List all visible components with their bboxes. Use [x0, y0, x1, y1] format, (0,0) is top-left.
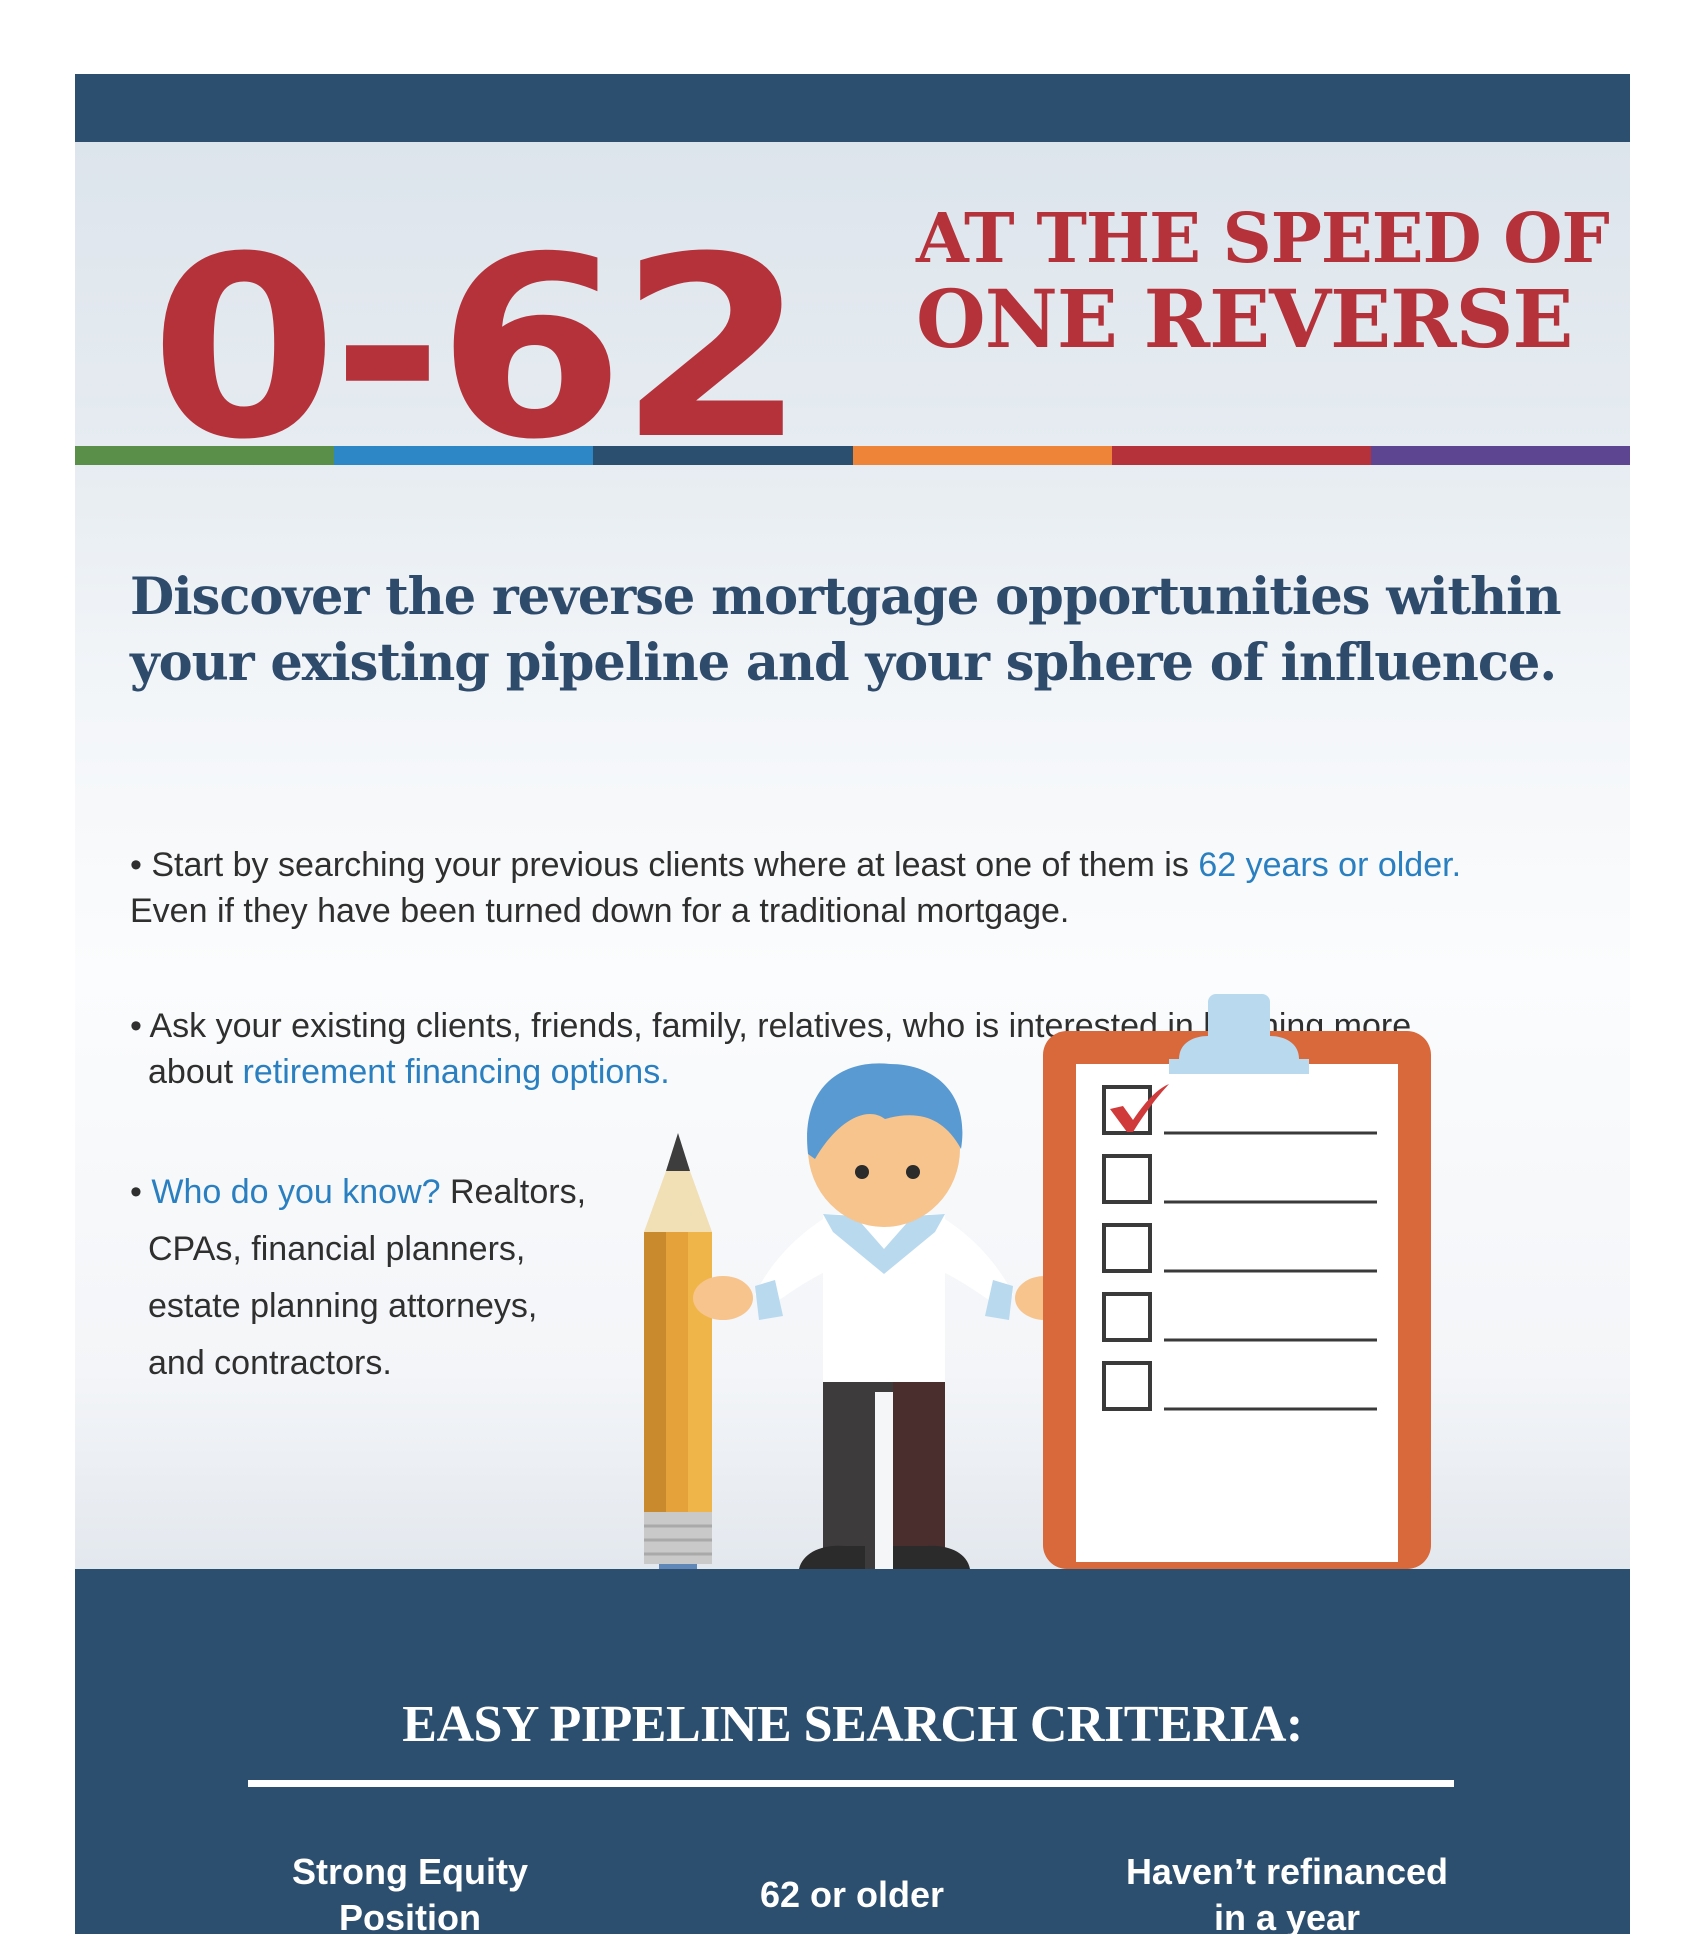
criterion-age: 62 or older: [652, 1872, 1052, 1918]
stripe-red: [1111, 446, 1371, 465]
search-criteria-panel: EASY PIPELINE SEARCH CRITERIA: Strong Eq…: [75, 1569, 1630, 1934]
bullet-highlight: 62 years or older.: [1198, 846, 1462, 884]
criterion-line: Position: [339, 1897, 481, 1934]
stripe-orange: [852, 446, 1112, 465]
criterion-line: 62 or older: [759, 1874, 945, 1915]
bullet-highlight: retirement financing options.: [242, 1053, 670, 1091]
tagline-line1: AT THE SPEED OF: [916, 199, 1610, 279]
checkmark-icon: [1110, 1084, 1169, 1132]
headline: Discover the reverse mortgage opportunit…: [130, 564, 1580, 696]
bullet-text: CPAs, financial planners,: [148, 1230, 526, 1268]
clipboard-icon: [1043, 994, 1431, 1569]
checklist: [1102, 1085, 1377, 1411]
bullet-who-do-you-know: • Who do you know? Realtors, CPAs, finan…: [130, 1164, 690, 1392]
criterion-line: Haven’t refinanced: [1125, 1851, 1449, 1892]
stripe-purple: [1370, 446, 1630, 465]
bullet-highlight: Who do you know?: [151, 1173, 441, 1211]
criterion-refinance: Haven’t refinanced in a year: [1087, 1849, 1487, 1934]
bullet-text: about: [148, 1053, 243, 1091]
divider: [248, 1780, 1454, 1787]
top-bar: [75, 74, 1630, 142]
bullet-ask-clients: • Ask your existing clients, friends, fa…: [130, 1003, 1580, 1095]
criterion-line: Strong Equity: [292, 1851, 528, 1892]
headline-line1: Discover the reverse mortgage opportunit…: [130, 567, 1562, 627]
criteria-title: EASY PIPELINE SEARCH CRITERIA:: [402, 1696, 1303, 1753]
bullet-previous-clients: • Start by searching your previous clien…: [130, 842, 1580, 934]
pencil-icon: [644, 1133, 712, 1569]
criterion-equity: Strong Equity Position: [210, 1849, 610, 1934]
flyer-card: 0-62 AT THE SPEED OF ONE REVERSE Discove…: [75, 74, 1630, 1934]
bullet-text: and contractors.: [148, 1344, 392, 1382]
big-number: 0-62: [150, 203, 806, 494]
bullet-text: estate planning attorneys,: [148, 1287, 538, 1325]
stripe-green: [75, 446, 335, 465]
bullet-text: Realtors,: [440, 1173, 587, 1211]
bullet-text: • Start by searching your previous clien…: [130, 846, 1199, 884]
color-stripe: [75, 446, 1630, 465]
stripe-navy: [593, 446, 853, 465]
stripe-blue: [334, 446, 594, 465]
bullet-mark: •: [130, 1173, 152, 1211]
person-illustration: [693, 1063, 1075, 1569]
headline-line2: your existing pipeline and your sphere o…: [130, 633, 1557, 693]
bullet-text: Even if they have been turned down for a…: [130, 892, 1070, 930]
criterion-line: in a year: [1213, 1897, 1361, 1934]
illustration: [644, 994, 1431, 1569]
tagline-line2: ONE REVERSE: [916, 272, 1573, 366]
tagline: AT THE SPEED OF ONE REVERSE: [916, 199, 1610, 366]
